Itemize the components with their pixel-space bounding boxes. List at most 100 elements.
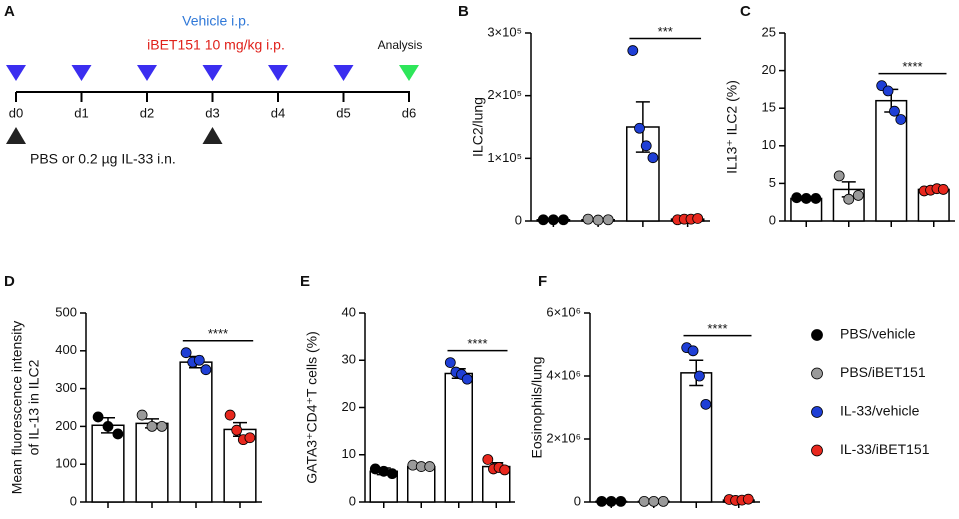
y-tick-label: 400 xyxy=(55,342,77,357)
y-axis-label: ILC2/lung xyxy=(470,97,486,157)
challenge-label: PBS or 0.2 µg IL-33 i.n. xyxy=(30,151,176,167)
day-label: d3 xyxy=(205,105,219,120)
y-tick-label: 25 xyxy=(762,24,776,39)
data-point xyxy=(482,454,494,465)
data-point xyxy=(244,432,256,444)
data-point xyxy=(582,213,594,225)
y-tick-label: 15 xyxy=(762,100,776,115)
data-point xyxy=(193,354,205,366)
data-point xyxy=(882,85,894,97)
analysis-label: Analysis xyxy=(378,38,423,52)
y-tick-label: 30 xyxy=(342,352,356,367)
y-axis-label: of IL-13 in ILC2 xyxy=(26,359,42,455)
data-point xyxy=(647,152,659,164)
day-label: d0 xyxy=(9,105,23,120)
day-label: d4 xyxy=(271,105,285,120)
data-point xyxy=(499,464,511,476)
data-point xyxy=(615,495,627,507)
legend-label: IL-33/vehicle xyxy=(840,403,920,419)
data-point xyxy=(136,409,148,421)
y-tick-label: 200 xyxy=(55,418,77,433)
y-tick-label: 10 xyxy=(762,137,776,152)
legend-label: IL-33/iBET151 xyxy=(840,441,930,457)
significance-label: **** xyxy=(902,59,922,74)
data-point xyxy=(937,184,949,195)
data-point xyxy=(692,213,704,224)
challenge-marker xyxy=(202,127,223,144)
data-point xyxy=(200,364,212,376)
data-point xyxy=(833,170,845,182)
day-label: d5 xyxy=(336,105,350,120)
data-point xyxy=(742,493,754,505)
data-point xyxy=(791,192,803,204)
y-tick-label: 4×10⁶ xyxy=(546,367,581,382)
data-point xyxy=(640,140,652,152)
significance-label: **** xyxy=(467,336,487,351)
panel-letter: E xyxy=(300,273,310,290)
data-point xyxy=(180,347,192,359)
treatment-marker xyxy=(268,65,288,81)
y-axis-label: Eosinophils/lung xyxy=(529,357,545,459)
y-axis-label: GATA3⁺CD4⁺T cells (%) xyxy=(304,331,320,483)
panel-letter: B xyxy=(458,3,469,20)
treatment-marker xyxy=(202,65,223,81)
y-tick-label: 20 xyxy=(342,399,356,414)
day-label: d2 xyxy=(140,105,154,120)
day-label: d1 xyxy=(74,105,88,120)
data-point xyxy=(92,411,104,423)
data-point xyxy=(592,214,604,226)
legend-label: PBS/vehicle xyxy=(840,326,916,342)
drug-label: iBET151 10 mg/kg i.p. xyxy=(147,37,285,53)
y-tick-label: 1×10⁵ xyxy=(487,150,522,165)
data-point xyxy=(638,495,650,507)
significance-label: **** xyxy=(707,321,727,336)
y-tick-label: 3×10⁵ xyxy=(487,24,522,39)
panel-letter: F xyxy=(538,273,547,290)
data-point xyxy=(596,495,608,507)
y-tick-label: 0 xyxy=(769,212,776,227)
bar xyxy=(680,372,713,503)
data-point xyxy=(895,114,907,125)
data-point xyxy=(156,420,168,432)
y-tick-label: 0 xyxy=(515,212,522,227)
y-tick-label: 20 xyxy=(762,62,776,77)
data-point xyxy=(852,190,864,201)
bar xyxy=(135,422,169,503)
panel-letter: A xyxy=(4,3,15,20)
y-axis-label: IL13⁺ ILC2 (%) xyxy=(724,80,740,174)
y-tick-label: 10 xyxy=(342,446,356,461)
data-point xyxy=(889,105,900,117)
data-point xyxy=(627,45,639,56)
data-point xyxy=(558,214,569,226)
legend-marker xyxy=(811,444,823,457)
y-tick-label: 100 xyxy=(55,456,77,471)
vehicle-label: Vehicle i.p. xyxy=(182,13,250,29)
data-point xyxy=(224,409,236,421)
significance-label: **** xyxy=(208,326,228,341)
bar xyxy=(444,372,473,503)
y-tick-label: 5 xyxy=(769,175,776,190)
treatment-marker xyxy=(399,65,419,81)
data-point xyxy=(694,370,705,382)
y-tick-label: 300 xyxy=(55,380,77,395)
treatment-marker xyxy=(6,65,26,81)
bar xyxy=(875,99,908,222)
data-point xyxy=(102,420,114,432)
treatment-marker xyxy=(71,65,92,81)
panel-letter: D xyxy=(4,273,15,290)
data-point xyxy=(700,398,712,410)
data-point xyxy=(537,214,549,226)
y-tick-label: 2×10⁵ xyxy=(487,87,522,102)
day-label: d6 xyxy=(402,105,416,120)
data-point xyxy=(547,214,559,226)
data-point xyxy=(386,468,398,480)
data-point xyxy=(231,424,243,436)
y-tick-label: 500 xyxy=(55,304,77,319)
legend-marker xyxy=(811,367,823,380)
data-point xyxy=(112,428,124,440)
y-tick-label: 0 xyxy=(574,493,581,508)
y-tick-label: 40 xyxy=(342,304,356,319)
data-point xyxy=(461,373,473,385)
significance-label: *** xyxy=(658,24,673,39)
